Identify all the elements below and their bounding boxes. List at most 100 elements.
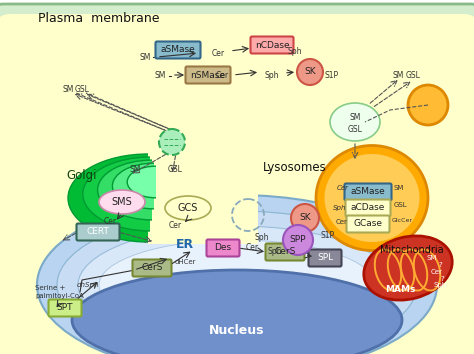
Text: Mitochondria: Mitochondria — [380, 245, 444, 255]
Ellipse shape — [330, 103, 380, 141]
Ellipse shape — [364, 236, 452, 300]
Ellipse shape — [57, 211, 417, 354]
Text: GSL: GSL — [406, 70, 420, 80]
Text: CerS: CerS — [274, 247, 296, 257]
Text: Sph: Sph — [268, 247, 282, 257]
Text: Des: Des — [214, 244, 232, 252]
Text: dHCer: dHCer — [174, 259, 196, 265]
Text: S1P: S1P — [321, 230, 335, 240]
Text: GCS: GCS — [178, 203, 198, 213]
Text: Sph: Sph — [333, 205, 347, 211]
FancyBboxPatch shape — [346, 200, 391, 217]
FancyBboxPatch shape — [207, 240, 239, 257]
FancyBboxPatch shape — [0, 4, 474, 354]
Text: Cer: Cer — [337, 185, 349, 191]
Text: Cer: Cer — [103, 217, 117, 227]
FancyBboxPatch shape — [133, 259, 172, 276]
FancyBboxPatch shape — [250, 36, 293, 53]
Text: SM: SM — [392, 70, 404, 80]
Circle shape — [291, 204, 319, 232]
Text: GCase: GCase — [354, 219, 383, 228]
Text: Golgi: Golgi — [67, 169, 97, 182]
Ellipse shape — [99, 190, 145, 214]
Text: SPT: SPT — [57, 303, 73, 313]
Text: nCDase: nCDase — [255, 40, 289, 50]
Text: Serine +: Serine + — [35, 285, 65, 291]
FancyBboxPatch shape — [152, 158, 237, 222]
FancyBboxPatch shape — [76, 223, 119, 240]
Text: Plasma  membrane: Plasma membrane — [38, 12, 159, 25]
Ellipse shape — [127, 166, 185, 198]
Text: GSL: GSL — [393, 202, 407, 208]
Text: SM: SM — [155, 72, 166, 80]
FancyBboxPatch shape — [150, 155, 247, 233]
Text: MAMs: MAMs — [385, 285, 415, 295]
Text: GlcCer: GlcCer — [392, 217, 412, 223]
FancyBboxPatch shape — [154, 161, 226, 211]
Text: SM: SM — [349, 114, 361, 122]
FancyBboxPatch shape — [48, 299, 82, 316]
Text: ER: ER — [176, 239, 194, 251]
Text: Cer: Cer — [211, 48, 225, 57]
Text: SM: SM — [427, 255, 437, 261]
FancyBboxPatch shape — [345, 183, 392, 200]
FancyBboxPatch shape — [346, 216, 390, 233]
Text: SPL: SPL — [317, 253, 333, 263]
Ellipse shape — [83, 157, 217, 231]
FancyBboxPatch shape — [148, 152, 258, 244]
Text: SPP: SPP — [290, 235, 306, 245]
Text: ?: ? — [440, 276, 444, 282]
FancyBboxPatch shape — [0, 14, 474, 354]
FancyBboxPatch shape — [185, 67, 230, 84]
Ellipse shape — [78, 226, 396, 344]
Text: SMS: SMS — [111, 197, 132, 207]
Text: GSL: GSL — [347, 125, 363, 133]
Text: S1P: S1P — [325, 70, 339, 80]
Text: Sph: Sph — [265, 70, 279, 80]
Text: SK: SK — [299, 213, 311, 223]
Text: palmitoyl-CoA: palmitoyl-CoA — [35, 293, 84, 299]
FancyBboxPatch shape — [265, 244, 304, 261]
Text: Cer: Cer — [168, 221, 182, 229]
Text: SK: SK — [304, 68, 316, 76]
Ellipse shape — [325, 154, 419, 242]
Ellipse shape — [165, 196, 211, 220]
Text: Cer: Cer — [216, 72, 228, 80]
Text: Cer: Cer — [336, 219, 348, 225]
Ellipse shape — [98, 160, 206, 220]
Ellipse shape — [37, 195, 437, 354]
Text: Cer: Cer — [431, 269, 443, 275]
Text: Sph: Sph — [255, 234, 269, 242]
Text: SM: SM — [139, 52, 151, 62]
Text: SM: SM — [394, 185, 404, 191]
Text: CerS: CerS — [141, 263, 163, 273]
Circle shape — [408, 85, 448, 125]
FancyBboxPatch shape — [309, 250, 341, 267]
Text: SM: SM — [129, 166, 141, 175]
Ellipse shape — [99, 240, 375, 330]
Text: SM: SM — [62, 86, 73, 95]
Text: aCDase: aCDase — [351, 204, 385, 212]
Text: GSL: GSL — [74, 86, 90, 95]
Text: ?: ? — [438, 262, 442, 268]
Text: CERT: CERT — [87, 228, 109, 236]
Circle shape — [283, 225, 313, 255]
Ellipse shape — [68, 154, 228, 242]
Circle shape — [297, 59, 323, 85]
Text: Nucleus: Nucleus — [209, 324, 265, 337]
Text: aSMase: aSMase — [161, 46, 195, 55]
Text: Sph: Sph — [288, 47, 302, 57]
Ellipse shape — [72, 270, 402, 354]
Text: Lysosomes: Lysosomes — [263, 161, 327, 175]
Ellipse shape — [316, 145, 428, 251]
Ellipse shape — [112, 163, 196, 209]
Text: GSL: GSL — [168, 166, 182, 175]
Text: Cer: Cer — [246, 244, 258, 252]
Circle shape — [159, 129, 185, 155]
Text: aSMase: aSMase — [351, 188, 385, 196]
Text: dhSph: dhSph — [77, 282, 99, 288]
Text: Sph: Sph — [433, 282, 447, 288]
Text: nSMase: nSMase — [191, 70, 226, 80]
FancyBboxPatch shape — [156, 164, 215, 200]
FancyBboxPatch shape — [155, 41, 201, 58]
